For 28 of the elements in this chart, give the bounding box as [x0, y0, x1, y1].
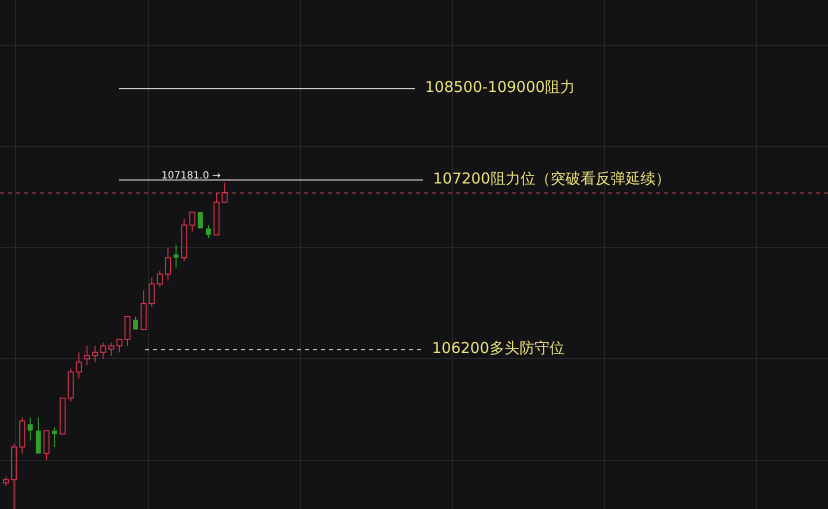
candlestick — [100, 342, 106, 360]
candlestick — [84, 345, 90, 366]
candlestick — [36, 417, 41, 454]
candlestick — [92, 345, 98, 363]
candlestick — [116, 338, 122, 353]
candlestick — [133, 316, 138, 330]
candlestick — [19, 417, 26, 454]
candlestick — [11, 443, 18, 509]
candlestick — [174, 244, 179, 268]
candlestick — [164, 247, 171, 282]
ref-line-label: 107200阻力位（突破看反弹延续） — [433, 169, 670, 188]
candlestick — [108, 342, 114, 356]
ref-line-label: 106200多头防守位 — [432, 339, 564, 358]
candlestick — [43, 430, 50, 461]
annotation: 107181.0 → — [161, 170, 221, 182]
candlestick — [214, 192, 220, 236]
candlestick — [140, 290, 147, 330]
candlestick — [68, 368, 74, 402]
candlestick — [148, 276, 155, 308]
candlestick — [206, 224, 211, 239]
candlestick — [52, 426, 58, 448]
candlestick — [222, 182, 228, 203]
candlestick — [181, 218, 188, 262]
candlestick — [28, 417, 33, 441]
candlestick — [76, 352, 82, 379]
candlestick — [189, 212, 196, 232]
ref-line-label: 108500-109000阻力 — [425, 78, 575, 96]
candlestick — [124, 316, 130, 346]
